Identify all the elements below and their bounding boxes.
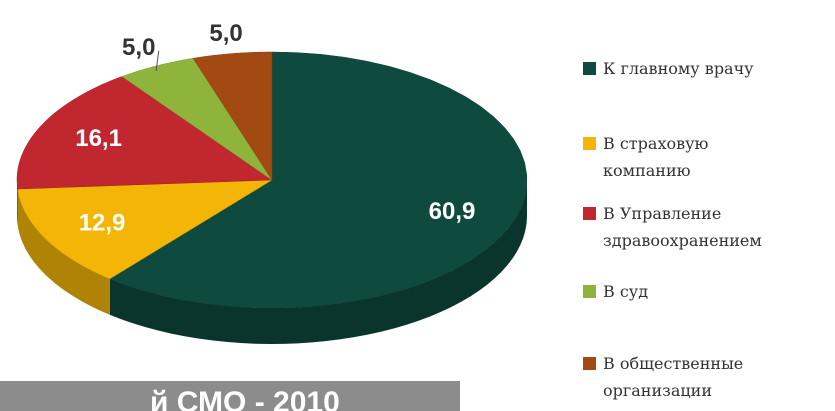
slice-side bbox=[17, 180, 18, 226]
leader-line bbox=[155, 50, 160, 72]
slice bbox=[121, 58, 273, 181]
value-label: 60,9 bbox=[429, 198, 476, 225]
pie-area: 60,9 12,9 16,1 5,0 5,0 bbox=[16, 20, 528, 344]
value-label: 5,0 bbox=[209, 20, 242, 47]
legend-swatch bbox=[583, 285, 596, 298]
legend-label: В страховую компанию bbox=[603, 134, 709, 180]
value-label: 12,9 bbox=[79, 209, 126, 236]
legend-swatch bbox=[583, 137, 596, 150]
legend-item: В страховую компанию bbox=[583, 130, 783, 184]
legend-swatch bbox=[583, 357, 596, 370]
slice-side bbox=[17, 189, 110, 315]
legend-swatch bbox=[583, 62, 596, 75]
legend-item: К главному врачу bbox=[583, 55, 835, 82]
slice bbox=[16, 76, 273, 190]
slice-side bbox=[109, 180, 527, 344]
slice bbox=[109, 51, 528, 309]
legend-label: К главному врачу bbox=[603, 59, 754, 78]
legend-item: В Управление здравоохранением bbox=[583, 200, 835, 254]
legend-swatch bbox=[583, 207, 596, 220]
legend-label: В суд bbox=[603, 282, 649, 301]
legend-label: В Управление здравоохранением bbox=[603, 204, 762, 250]
caption-bar: й СМО - 2010 bbox=[0, 381, 460, 411]
legend-label: В общественные организации bbox=[603, 354, 744, 400]
value-label: 5,0 bbox=[122, 34, 155, 61]
legend-item: В общественные организации bbox=[583, 350, 803, 404]
slice bbox=[192, 51, 273, 181]
slice bbox=[17, 179, 273, 280]
legend-item: В суд bbox=[583, 278, 835, 305]
value-label: 16,1 bbox=[75, 125, 122, 152]
